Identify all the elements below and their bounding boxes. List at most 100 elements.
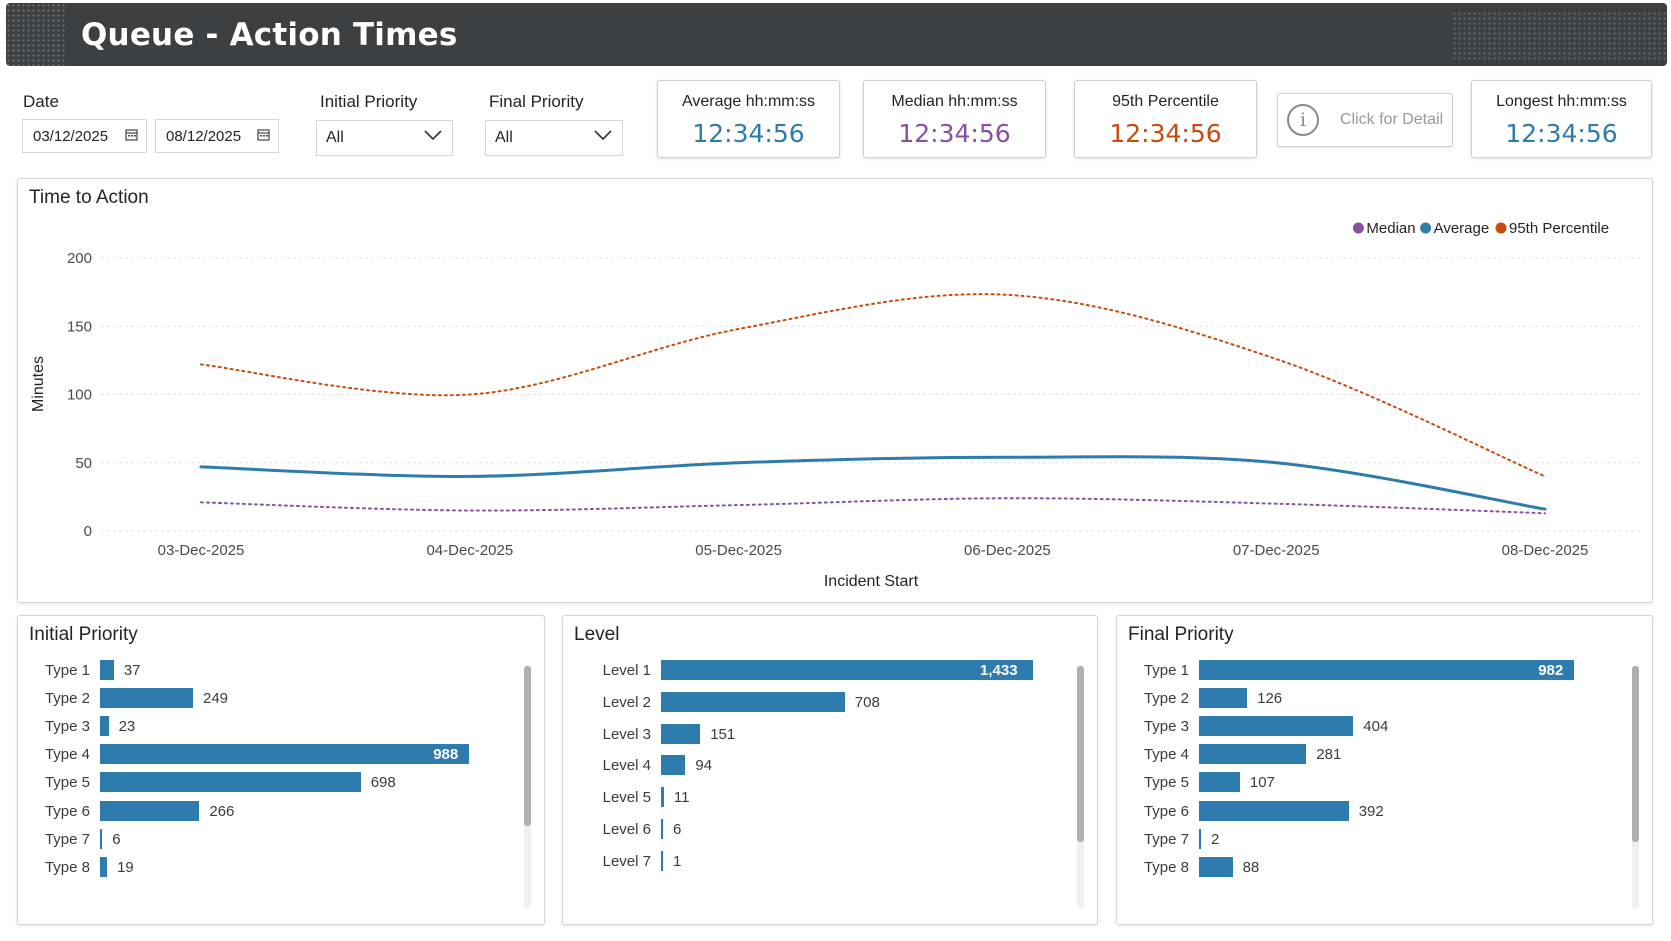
bar-value-label: 392 — [1358, 802, 1384, 820]
start-date-input[interactable]: 03/12/2025 — [22, 119, 147, 153]
longest-card-label: Longest hh:mm:ss — [1496, 93, 1627, 110]
final-priority-scrollbar[interactable] — [1632, 666, 1639, 908]
bar[interactable] — [100, 660, 114, 680]
bar-row[interactable]: Type 3 23 — [18, 716, 544, 737]
bar-category-label: Type 6 — [1143, 802, 1189, 820]
bar-category-label: Level 3 — [602, 725, 651, 743]
bar[interactable] — [1199, 800, 1349, 821]
p95-card-label: 95th Percentile — [1112, 93, 1219, 110]
x-tick-label: 04-Dec-2025 — [426, 542, 513, 559]
scrollbar-thumb[interactable] — [1632, 666, 1639, 842]
scrollbar-thumb[interactable] — [1077, 666, 1084, 842]
bar[interactable] — [1199, 716, 1354, 737]
page-title: Queue - Action Times — [81, 17, 458, 53]
calendar-icon[interactable] — [257, 128, 270, 144]
legend-label[interactable]: Median — [1366, 220, 1415, 237]
bar-row[interactable]: Type 3 404 — [1117, 716, 1652, 737]
x-axis-title: Incident Start — [824, 573, 919, 590]
bar[interactable] — [661, 755, 686, 776]
y-tick-label: 0 — [84, 523, 92, 540]
bar-row[interactable]: Level 3 151 — [563, 723, 1097, 744]
series-line-average[interactable] — [199, 455, 1547, 511]
bar-value-label: 708 — [854, 693, 880, 711]
calendar-icon[interactable] — [125, 128, 138, 144]
bar[interactable] — [661, 723, 701, 744]
start-date-value: 03/12/2025 — [33, 127, 109, 145]
bar-value-label: 94 — [695, 757, 713, 775]
bar-row[interactable]: Type 5 107 — [1117, 772, 1652, 793]
x-tick-label: 07-Dec-2025 — [1233, 542, 1320, 559]
bar[interactable] — [1199, 772, 1240, 793]
bar-row[interactable]: Type 6 266 — [18, 800, 544, 821]
end-date-value: 08/12/2025 — [166, 127, 242, 145]
bar-value-label: 37 — [123, 662, 141, 679]
bar-row[interactable]: Type 6 392 — [1117, 800, 1652, 821]
series-line-median[interactable] — [200, 497, 1546, 515]
bar-category-label: Type 6 — [44, 802, 90, 820]
bar[interactable] — [100, 856, 108, 877]
bar[interactable] — [1199, 660, 1574, 680]
bar[interactable] — [100, 716, 109, 737]
x-tick-label: 08-Dec-2025 — [1502, 542, 1589, 559]
p95-time-card: 95th Percentile 12:34:56 — [1074, 80, 1257, 158]
bar-row[interactable]: Level 4 94 — [563, 755, 1097, 776]
initial-priority-dropdown[interactable]: All — [316, 120, 453, 156]
final-priority-bar-chart[interactable]: Type 1 982 Type 2 126 Type 3 404 Type 4 281 Type… — [1117, 616, 1652, 924]
bar-row[interactable]: Type 1 37 — [18, 660, 544, 680]
bar-row[interactable]: Type 4 281 — [1117, 744, 1652, 765]
initial-priority-bar-chart[interactable]: Type 1 37 Type 2 249 Type 3 23 Type 4 988 Type 5… — [18, 616, 544, 924]
bar-row[interactable]: Type 8 19 — [18, 856, 544, 877]
bar[interactable] — [661, 850, 663, 871]
bar[interactable] — [1199, 828, 1201, 849]
bar-category-label: Type 4 — [44, 746, 90, 764]
click-for-detail-button[interactable]: i Click for Detail — [1277, 93, 1453, 147]
level-bar-chart[interactable]: Level 1 1,433 Level 2 708 Level 3 151 Level 4 9… — [563, 616, 1097, 924]
bar[interactable] — [661, 787, 664, 808]
bar[interactable] — [100, 744, 469, 765]
bar[interactable] — [100, 828, 103, 849]
level-chart-title: Level — [574, 624, 620, 645]
bar[interactable] — [100, 800, 200, 821]
bar-row[interactable]: Type 2 249 — [18, 688, 544, 709]
legend-label[interactable]: Average — [1434, 220, 1490, 237]
bar[interactable] — [100, 688, 193, 709]
chevron-down-icon — [424, 130, 442, 141]
bar-row[interactable]: Type 5 698 — [18, 772, 544, 793]
bar-row[interactable]: Type 8 88 — [1117, 856, 1652, 877]
bar[interactable] — [661, 660, 1033, 680]
bar[interactable] — [100, 772, 361, 793]
bar-row[interactable]: Type 7 2 — [1117, 828, 1652, 849]
bar-row[interactable]: Type 1 982 — [1117, 660, 1652, 680]
bar[interactable] — [1199, 856, 1233, 877]
bar-row[interactable]: Level 2 708 — [563, 691, 1097, 712]
bar[interactable] — [1199, 744, 1307, 765]
scrollbar-thumb[interactable] — [524, 666, 531, 826]
bar[interactable] — [661, 691, 845, 712]
level-scrollbar[interactable] — [1077, 666, 1084, 908]
final-priority-dropdown[interactable]: All — [485, 120, 623, 156]
bar-row[interactable]: Type 2 126 — [1117, 688, 1652, 709]
series-line-95th-percentile[interactable] — [200, 293, 1546, 478]
bar-row[interactable]: Level 1 1,433 — [563, 660, 1097, 680]
end-date-input[interactable]: 08/12/2025 — [155, 119, 279, 153]
bar[interactable] — [661, 819, 663, 839]
average-card-label: Average hh:mm:ss — [681, 93, 816, 110]
legend-label[interactable]: 95th Percentile — [1509, 220, 1609, 237]
y-tick-label: 50 — [75, 455, 92, 472]
info-icon: i — [1287, 104, 1319, 136]
initial-priority-scrollbar[interactable] — [524, 666, 531, 908]
bar[interactable] — [1199, 688, 1248, 709]
time-to-action-line-chart[interactable]: 0 50 100 150 200 03-Dec-2025 04-Dec-2025 05-Dec… — [18, 179, 1652, 602]
bar-row[interactable]: Level 7 1 — [563, 850, 1097, 871]
bar-category-label: Type 7 — [1143, 830, 1189, 848]
p95-card-value: 12:34:56 — [1109, 119, 1222, 148]
bar-row[interactable]: Level 6 6 — [563, 819, 1097, 839]
bar-row[interactable]: Type 7 6 — [18, 828, 544, 849]
bar-value-label: 1 — [673, 852, 682, 870]
longest-card-value: 12:34:56 — [1505, 119, 1618, 148]
level-panel: Level Level 1 1,433 Level 2 708 Level 3 151 Le… — [562, 615, 1098, 925]
bar-value-label: 988 — [433, 746, 459, 764]
bar-row[interactable]: Level 5 11 — [563, 787, 1097, 808]
initial-priority-selected: All — [326, 129, 344, 146]
bar-row[interactable]: Type 4 988 — [18, 744, 544, 765]
